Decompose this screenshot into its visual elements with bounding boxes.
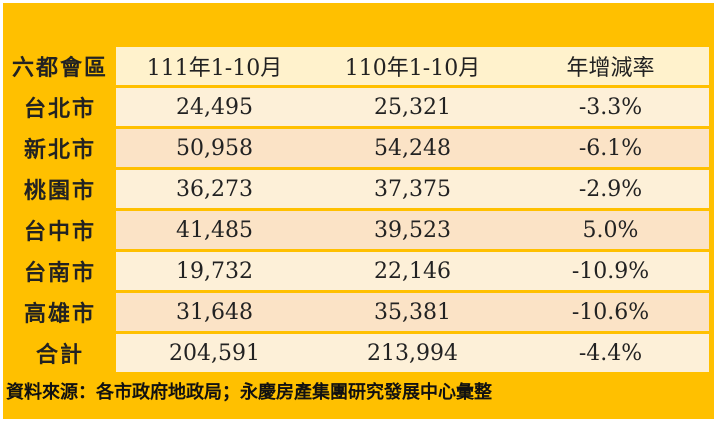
cell-2022: 50,958 [116,129,313,167]
cell-2022: 24,495 [116,88,313,126]
cell-2021: 25,321 [313,88,512,126]
cell-change-rate: -3.3% [512,88,709,126]
cell-2021: 39,523 [313,211,512,249]
total-2021: 213,994 [313,334,512,372]
cell-change-rate: -10.9% [512,252,709,290]
column-header-region: 六都會區 [4,47,116,85]
row-header-city: 台中市 [4,211,116,249]
data-table: 六都會區 111年1-10月 110年1-10月 年增減率 台北市 24,495… [4,44,709,375]
total-row: 合計 204,591 213,994 -4.4% [4,334,709,372]
row-header-city: 台北市 [4,88,116,126]
header-row: 六都會區 111年1-10月 110年1-10月 年增減率 [4,47,709,85]
cell-change-rate: -6.1% [512,129,709,167]
row-header-city: 高雄市 [4,293,116,331]
title-band [3,3,714,43]
row-header-city: 桃園市 [4,170,116,208]
row-header-city: 台南市 [4,252,116,290]
cell-2022: 36,273 [116,170,313,208]
table-row: 高雄市 31,648 35,381 -10.6% [4,293,709,331]
cell-2021: 37,375 [313,170,512,208]
cell-2022: 19,732 [116,252,313,290]
cell-2021: 54,248 [313,129,512,167]
cell-change-rate: -2.9% [512,170,709,208]
cell-2022: 31,648 [116,293,313,331]
cell-2021: 35,381 [313,293,512,331]
cell-2021: 22,146 [313,252,512,290]
source-note: 資料來源：各市政府地政局；永慶房產集團研究發展中心彙整 [6,382,492,403]
column-header-2022: 111年1-10月 [116,47,313,85]
row-header-city: 新北市 [4,129,116,167]
cell-change-rate: -10.6% [512,293,709,331]
total-2022: 204,591 [116,334,313,372]
table-row: 台南市 19,732 22,146 -10.9% [4,252,709,290]
column-header-2021: 110年1-10月 [313,47,512,85]
cell-change-rate: 5.0% [512,211,709,249]
column-header-change-rate: 年增減率 [512,47,709,85]
table-row: 台中市 41,485 39,523 5.0% [4,211,709,249]
table-row: 新北市 50,958 54,248 -6.1% [4,129,709,167]
row-header-total: 合計 [4,334,116,372]
table-row: 桃園市 36,273 37,375 -2.9% [4,170,709,208]
total-change-rate: -4.4% [512,334,709,372]
table-row: 台北市 24,495 25,321 -3.3% [4,88,709,126]
cell-2022: 41,485 [116,211,313,249]
